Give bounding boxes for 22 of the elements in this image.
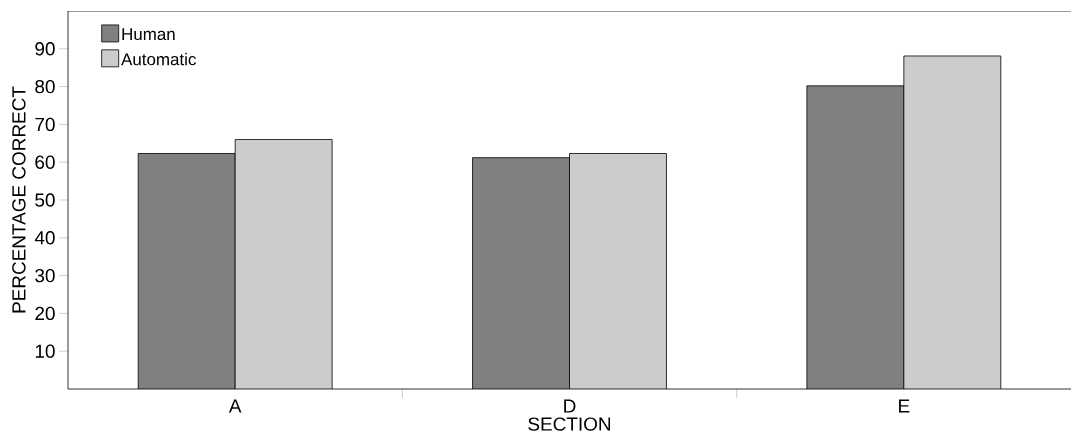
x-tick-label: E bbox=[899, 399, 910, 413]
bar bbox=[235, 139, 333, 389]
bar bbox=[138, 153, 236, 389]
legend-label: Human bbox=[122, 28, 175, 41]
x-axis-title: SECTION bbox=[528, 417, 611, 431]
bar bbox=[903, 55, 1002, 389]
y-tick-label: 20 bbox=[35, 306, 55, 321]
y-tick-label: 30 bbox=[35, 268, 55, 283]
legend-label: Automatic bbox=[121, 52, 196, 66]
y-tick-label: 80 bbox=[35, 79, 55, 94]
y-tick-label: 40 bbox=[34, 231, 55, 245]
x-tick-label: D bbox=[564, 399, 576, 413]
bar bbox=[569, 153, 667, 389]
x-tick-label: A bbox=[228, 399, 242, 413]
y-tick-label: 10 bbox=[35, 344, 55, 358]
y-tick-label: 60 bbox=[35, 155, 55, 169]
bar bbox=[806, 85, 905, 389]
y-tick-label: 70 bbox=[35, 117, 55, 132]
y-axis-title: PERCENTAGE CORRECT bbox=[12, 86, 26, 313]
bar bbox=[472, 157, 570, 389]
y-tick-label: 50 bbox=[35, 193, 55, 207]
y-tick-label: 90 bbox=[35, 42, 55, 56]
